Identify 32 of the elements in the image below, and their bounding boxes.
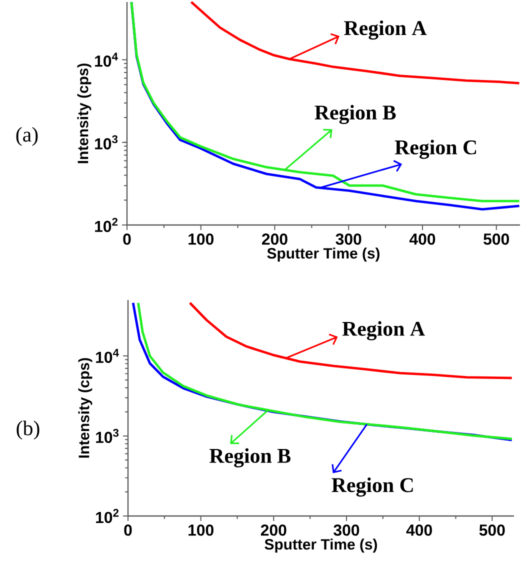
- annotation: Region C: [394, 140, 476, 159]
- annotation: Region B: [209, 448, 290, 468]
- x-tick-label: 500: [484, 234, 509, 245]
- y-axis-title: Intensity (cps): [77, 64, 92, 164]
- x-tick-label: 500: [479, 524, 505, 536]
- y-tick-label: 10$^{2}$: [96, 508, 119, 524]
- x-tick-label: 200: [262, 234, 288, 245]
- x-tick-label: 0: [123, 234, 131, 245]
- text: (b): [16, 420, 40, 440]
- x-tick-label: 300: [336, 234, 362, 245]
- line-series: [190, 0, 520, 84]
- y-tick-label: 10$^{4}$: [95, 52, 118, 67]
- x-tick-label: 0: [124, 524, 132, 536]
- annotation: Region B: [314, 104, 396, 124]
- x-tick-label: 200: [260, 524, 286, 536]
- x-axis-title: Sputter Time (s): [267, 248, 380, 262]
- x-tick-label: 100: [188, 524, 214, 536]
- x-tick-label: 300: [334, 524, 360, 536]
- x-axis-title: Sputter Time (s): [264, 538, 377, 553]
- annotation: Region A: [344, 20, 427, 40]
- y-tick-label: 10$^{3}$: [96, 428, 119, 444]
- annotation: Region A: [342, 321, 425, 340]
- x-tick-label: 400: [406, 524, 432, 536]
- text: (a): [16, 127, 38, 146]
- annotation: Region C: [332, 477, 413, 497]
- y-tick-label: 10$^{3}$: [95, 135, 118, 150]
- line-series: [188, 302, 514, 380]
- y-tick-label: 10$^{4}$: [96, 348, 119, 363]
- x-tick-label: 100: [188, 234, 214, 245]
- x-tick-label: 400: [409, 234, 436, 245]
- y-tick-label: 10$^{2}$: [95, 218, 118, 232]
- y-axis-title: Intensity (cps): [78, 358, 92, 458]
